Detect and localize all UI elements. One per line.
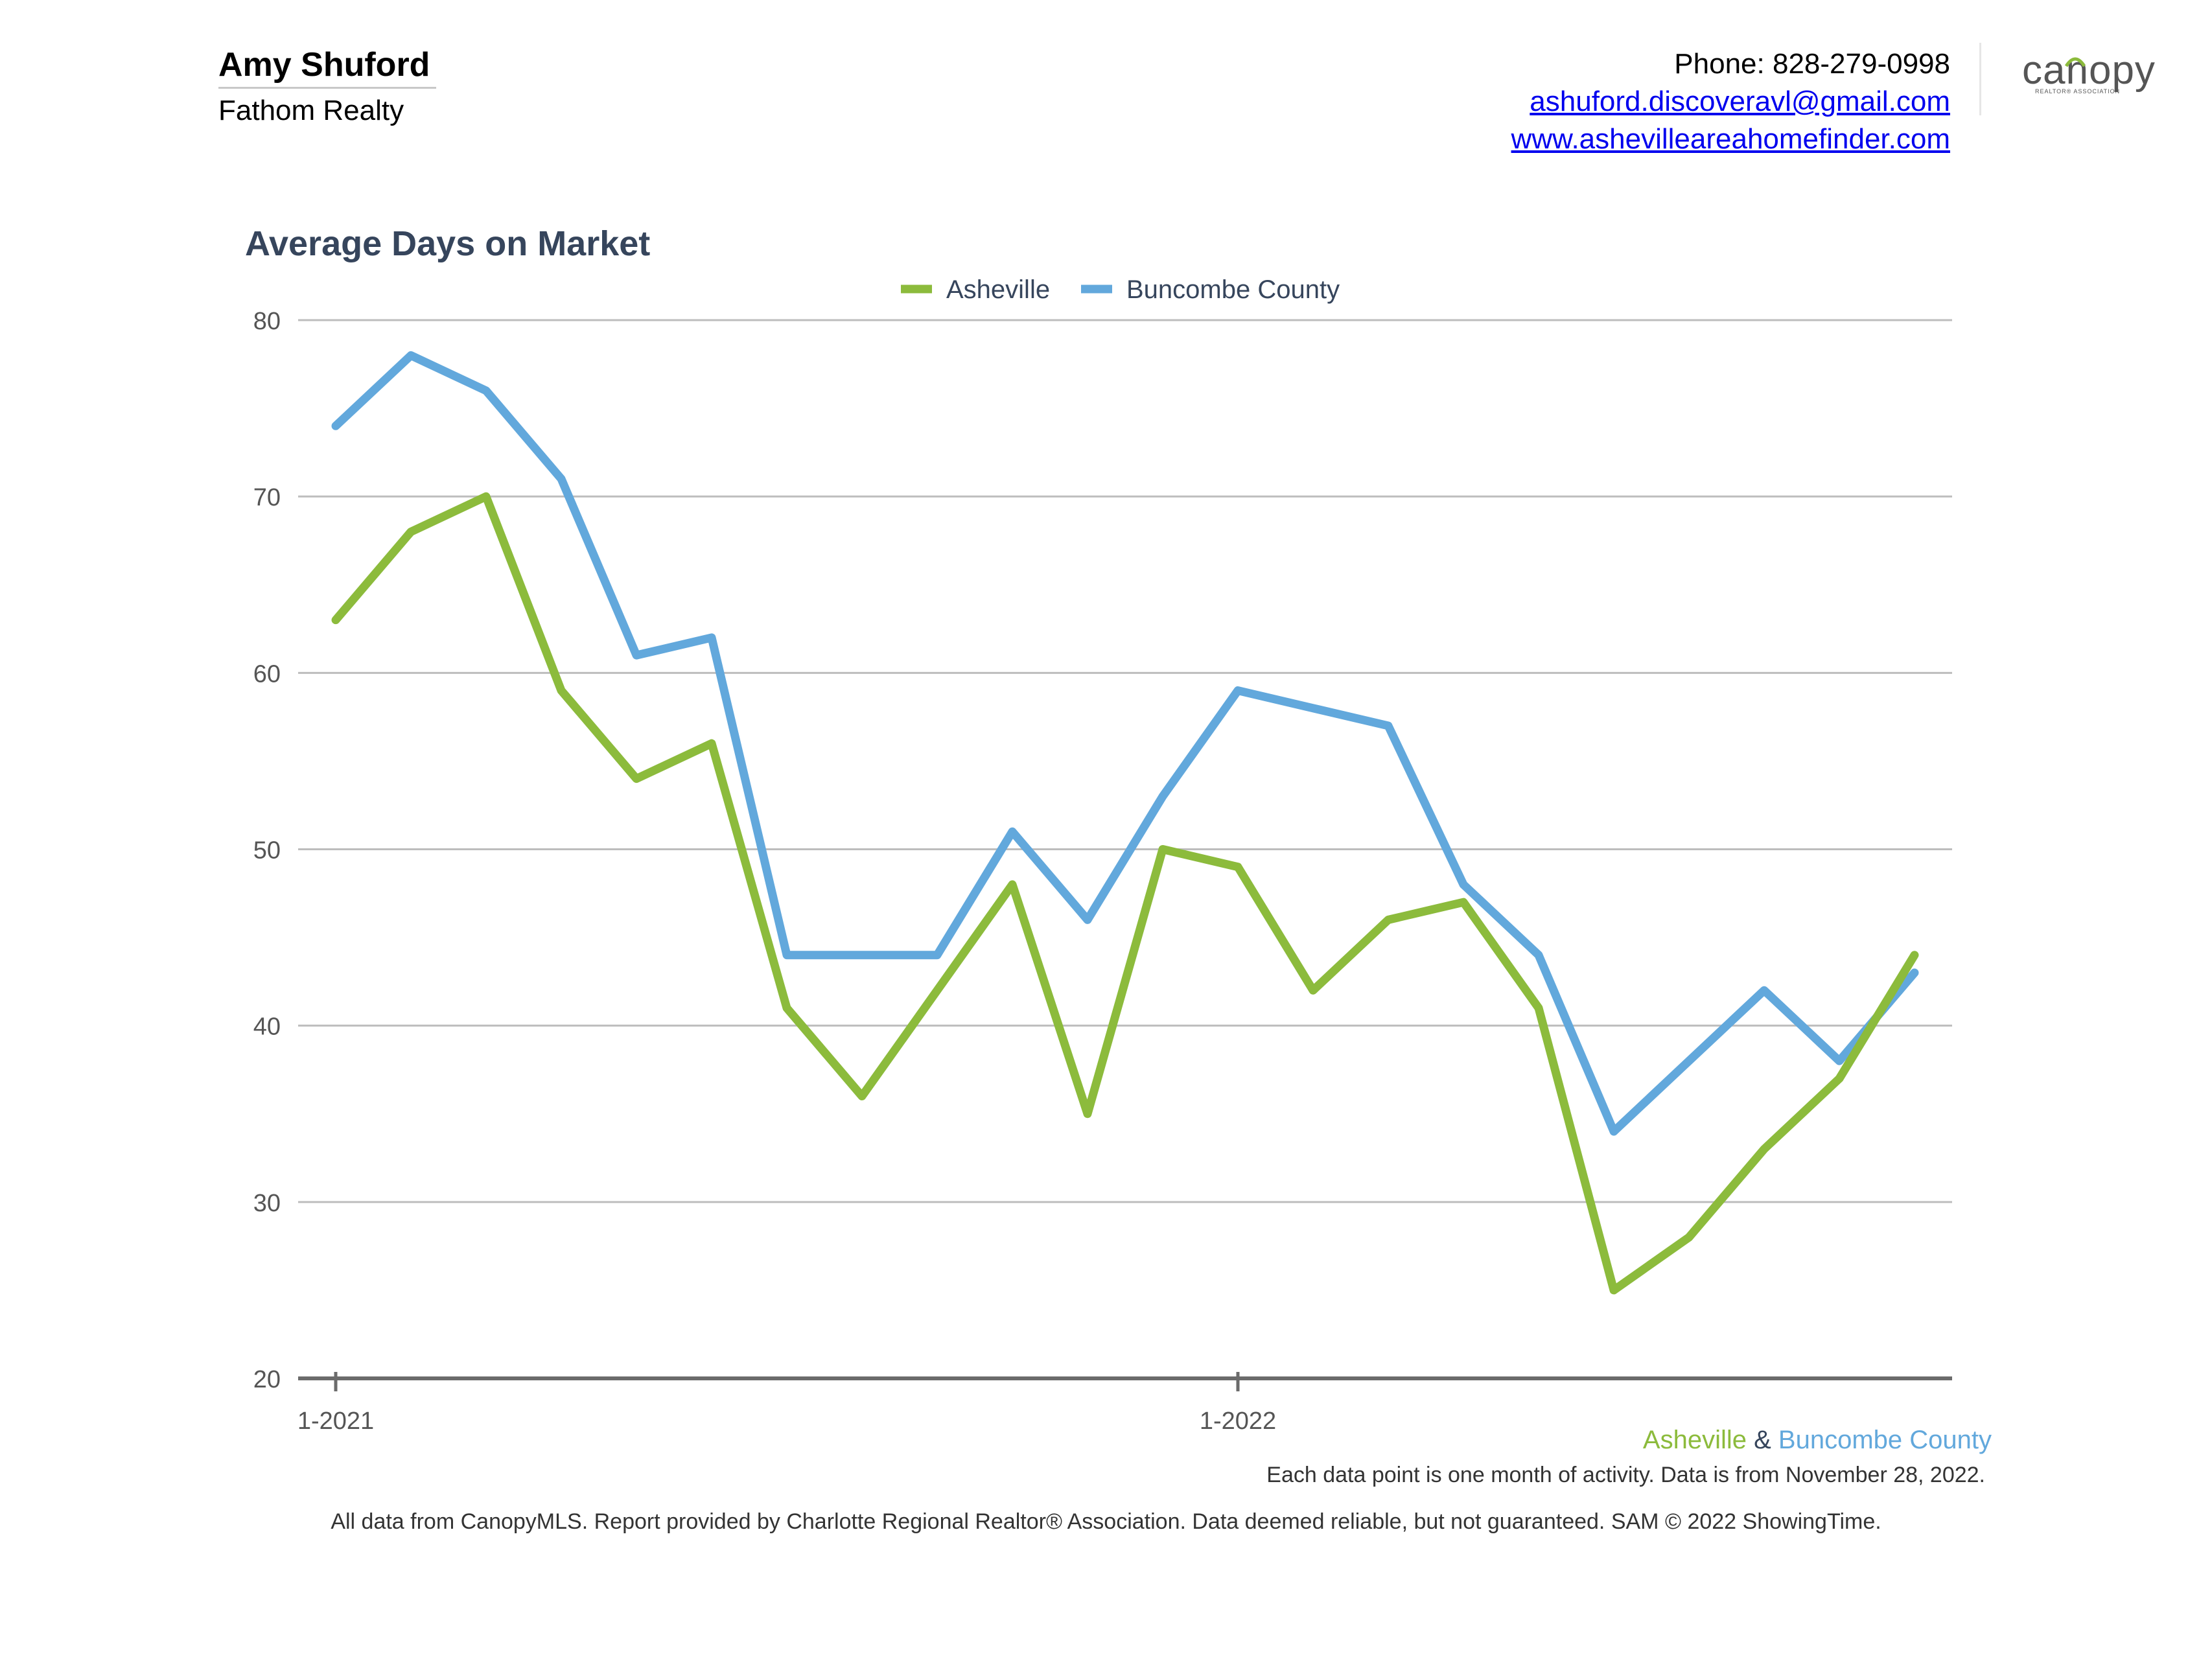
series-line-buncombe-county bbox=[331, 351, 1919, 1136]
logo-arc-icon bbox=[2064, 57, 2086, 67]
y-tick-label: 20 bbox=[253, 1366, 281, 1393]
y-tick-label: 60 bbox=[253, 660, 281, 688]
data-note: Each data point is one month of activity… bbox=[1266, 1463, 1985, 1487]
y-tick-label: 40 bbox=[253, 1014, 281, 1041]
caption-series-asheville: Asheville bbox=[1642, 1426, 1747, 1454]
agent-name-underline bbox=[218, 87, 436, 89]
chart-title: Average Days on Market bbox=[245, 224, 651, 263]
phone-number: Phone: 828-279-0998 bbox=[1674, 48, 1950, 80]
legend-label-asheville: Asheville bbox=[946, 275, 1050, 304]
canopy-logo: canopy REALTOR® ASSOCIATION bbox=[2022, 51, 2165, 100]
logo-wordmark: canopy bbox=[2022, 48, 2156, 93]
footer-disclaimer: All data from CanopyMLS. Report provided… bbox=[331, 1509, 1881, 1534]
email-link[interactable]: ashuford.discoveravl@gmail.com bbox=[1530, 86, 1950, 117]
caption-series-buncombe: Buncombe County bbox=[1778, 1426, 1992, 1454]
y-tick-label: 80 bbox=[253, 308, 281, 335]
agent-name: Amy Shuford bbox=[218, 46, 430, 84]
series-caption: Asheville & Buncombe County bbox=[1643, 1423, 1992, 1457]
agent-company: Fathom Realty bbox=[218, 95, 404, 126]
series-line-asheville bbox=[331, 492, 1919, 1295]
contact-block: Phone: 828-279-0998 ashuford.discoveravl… bbox=[1511, 45, 1950, 158]
logo-subtext: REALTOR® ASSOCIATION bbox=[2035, 88, 2121, 95]
y-tick-label: 50 bbox=[253, 837, 281, 864]
website-link[interactable]: www.ashevilleareahomefinder.com bbox=[1511, 123, 1950, 155]
header-divider bbox=[1979, 43, 1981, 115]
y-tick-label: 30 bbox=[253, 1190, 281, 1217]
x-tick-label: 1-2021 bbox=[297, 1408, 374, 1435]
x-tick-label: 1-2022 bbox=[1200, 1408, 1276, 1435]
legend-label-buncombe-county: Buncombe County bbox=[1126, 275, 1340, 304]
caption-joiner: & bbox=[1754, 1426, 1771, 1454]
y-tick-label: 70 bbox=[253, 484, 281, 511]
